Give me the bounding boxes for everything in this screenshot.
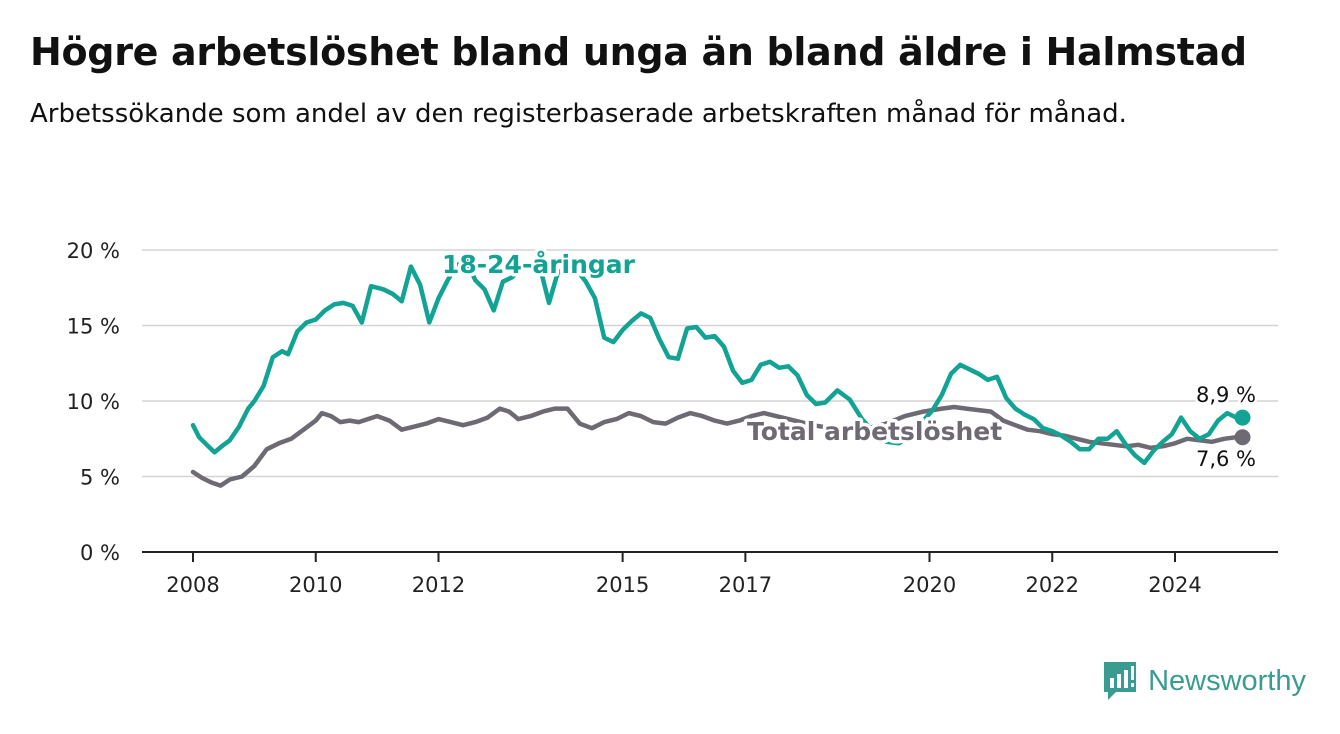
- chart-title: Högre arbetslöshet bland unga än bland ä…: [30, 30, 1247, 74]
- brand-name: Newsworthy: [1148, 664, 1306, 697]
- x-tick-label: 2015: [596, 573, 649, 597]
- grid: [142, 249, 1278, 478]
- axes: 0 % 5 % 10 % 15 % 20 % 2008 2010 2012 2015 2017 20…: [67, 239, 1278, 597]
- x-tick-label: 2020: [903, 573, 956, 597]
- series: [190, 258, 1251, 488]
- series-label-total: Total arbetslöshet: [747, 417, 1002, 446]
- end-point-total: [1234, 429, 1251, 446]
- series-line-youth: [190, 258, 1245, 466]
- end-point-youth: [1234, 409, 1251, 426]
- y-tick-label: 5 %: [80, 466, 120, 490]
- x-tick-label: 2017: [719, 573, 772, 597]
- x-tick-label: 2022: [1026, 573, 1079, 597]
- x-tick-label: 2024: [1148, 573, 1201, 597]
- chart-subtitle: Arbetssökande som andel av den registerb…: [30, 99, 1127, 129]
- y-tick-label: 10 %: [67, 390, 120, 414]
- end-label-total: 7,6 %: [1196, 447, 1256, 471]
- x-tick-label: 2010: [289, 573, 342, 597]
- series-line-total: [190, 404, 1245, 488]
- end-label-youth: 8,9 %: [1196, 383, 1256, 407]
- newsworthy-logo-icon: [1104, 662, 1137, 700]
- labels: 18-24-åringar Total arbetslöshet 8,9 % 7,6 …: [439, 247, 1259, 474]
- x-tick-label: 2012: [412, 573, 465, 597]
- brand-logo: Newsworthy: [1102, 660, 1306, 702]
- y-tick-label: 20 %: [67, 239, 120, 263]
- y-tick-label: 15 %: [67, 315, 120, 339]
- x-tick-label: 2008: [166, 573, 219, 597]
- y-tick-label: 0 %: [80, 541, 120, 565]
- series-label-youth: 18-24-åringar: [442, 250, 636, 279]
